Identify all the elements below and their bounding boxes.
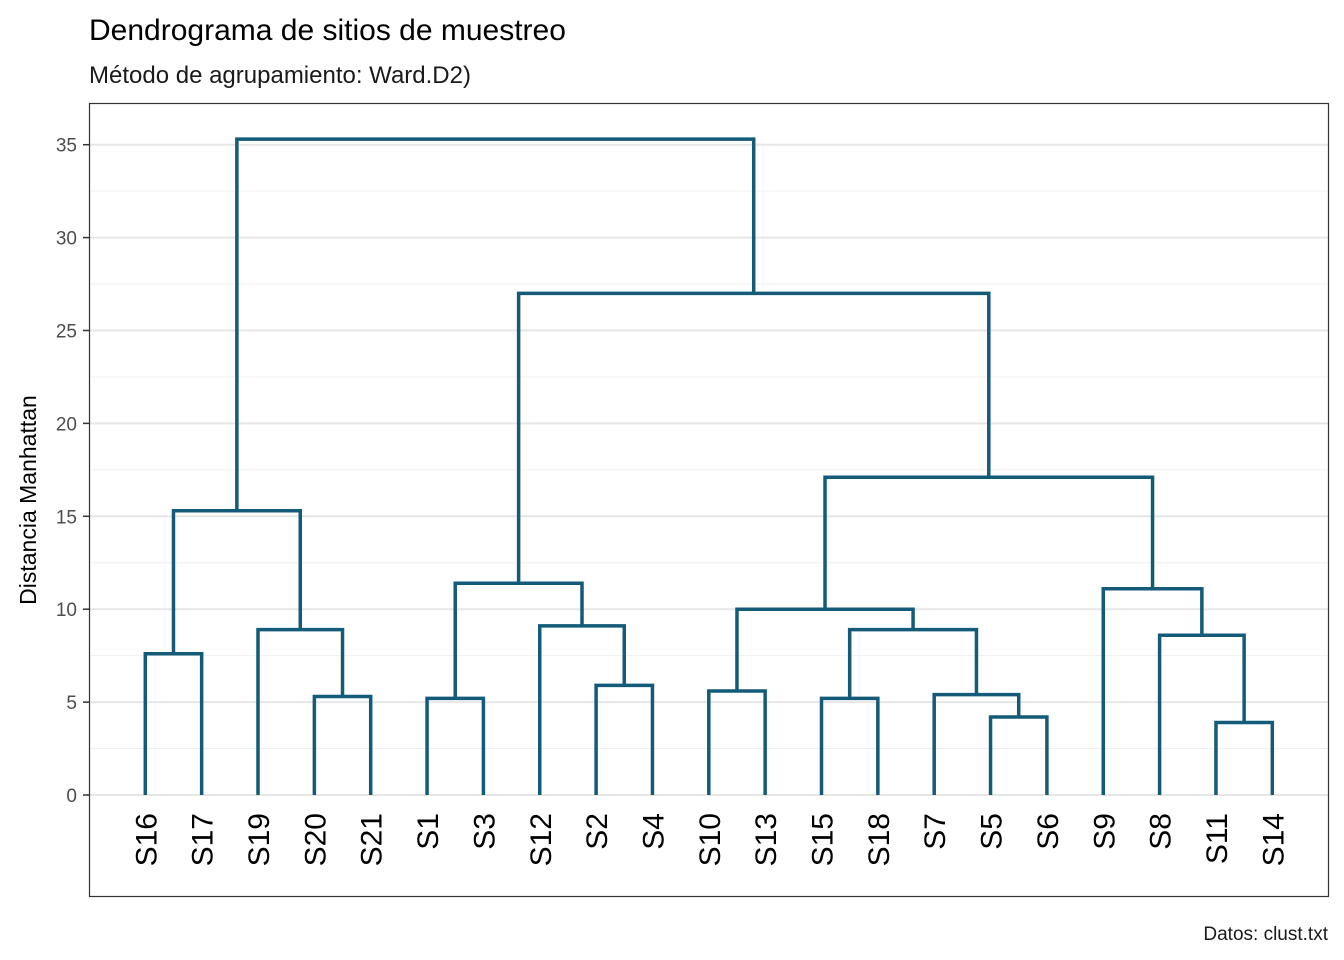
- leaf-label: S12: [525, 813, 558, 866]
- dendrogram-branch: [735, 607, 915, 691]
- dendrogram-branch: [453, 581, 584, 699]
- dendrogram-branches: [143, 137, 1275, 795]
- leaf-label: S15: [807, 813, 840, 866]
- dendrogram-branch: [171, 508, 303, 654]
- grid-lines: [90, 143, 1328, 796]
- dendrogram-branch: [425, 696, 486, 795]
- chart-caption: Datos: clust.txt: [1203, 924, 1328, 945]
- leaf-labels: S16 S17 S19 S20 S21 S1 S3 S12 S2 S4 S10 S13 S15 S18 S7…: [130, 813, 1290, 866]
- leaf-label: S9: [1088, 813, 1121, 850]
- dendrogram-branch: [143, 652, 204, 795]
- dendrogram-branch: [256, 627, 345, 795]
- y-tick-label: 25: [56, 322, 77, 343]
- y-tick-label: 10: [56, 600, 77, 621]
- dendrogram-branch: [538, 624, 627, 795]
- leaf-label: S10: [694, 813, 727, 866]
- leaf-label: S1: [412, 813, 445, 850]
- plot-panel-border: [88, 102, 1330, 898]
- dendrogram-branch: [1157, 633, 1246, 795]
- y-tick-label: 30: [56, 229, 77, 250]
- dendrogram-branch: [932, 692, 1021, 795]
- leaf-label: S4: [637, 813, 670, 850]
- leaf-label: S7: [919, 813, 952, 850]
- y-tick-label: 20: [56, 414, 77, 435]
- leaf-label: S11: [1201, 813, 1234, 864]
- dendrogram-branch: [988, 715, 1049, 795]
- dendrogram-branch: [1101, 587, 1204, 795]
- leaf-label: S14: [1257, 813, 1290, 866]
- leaf-label: S2: [581, 813, 614, 850]
- y-tick-label: 35: [56, 136, 77, 157]
- leaf-label: S20: [299, 813, 332, 866]
- dendrogram-branch: [819, 696, 880, 795]
- y-axis-label: Distancia Manhattan: [15, 395, 41, 605]
- chart-subtitle: Método de agrupamiento: Ward.D2): [89, 62, 471, 89]
- leaf-label: S8: [1145, 813, 1178, 850]
- leaf-label: S13: [750, 813, 783, 866]
- dendrogram-branch: [707, 689, 767, 795]
- dendrogram-branch: [1214, 720, 1275, 795]
- chart-title: Dendrograma de sitios de muestreo: [89, 14, 566, 47]
- dendrogram-branch: [235, 137, 756, 511]
- y-axis-ticks: 0 5 10 15 20 25 30 35: [56, 136, 90, 807]
- leaf-label: S16: [130, 813, 163, 866]
- dendrogram-branch: [312, 694, 373, 795]
- leaf-label: S17: [187, 813, 220, 866]
- leaf-label: S3: [468, 813, 501, 850]
- y-tick-label: 0: [66, 786, 77, 807]
- y-tick-label: 5: [66, 693, 77, 714]
- leaf-label: S19: [243, 813, 276, 866]
- leaf-label: S5: [976, 813, 1009, 850]
- leaf-label: S18: [863, 813, 896, 866]
- dendrogram-branch: [847, 627, 979, 699]
- leaf-label: S21: [356, 813, 389, 866]
- y-tick-label: 15: [56, 507, 77, 528]
- leaf-label: S6: [1032, 813, 1065, 850]
- dendrogram-branch: [516, 291, 991, 584]
